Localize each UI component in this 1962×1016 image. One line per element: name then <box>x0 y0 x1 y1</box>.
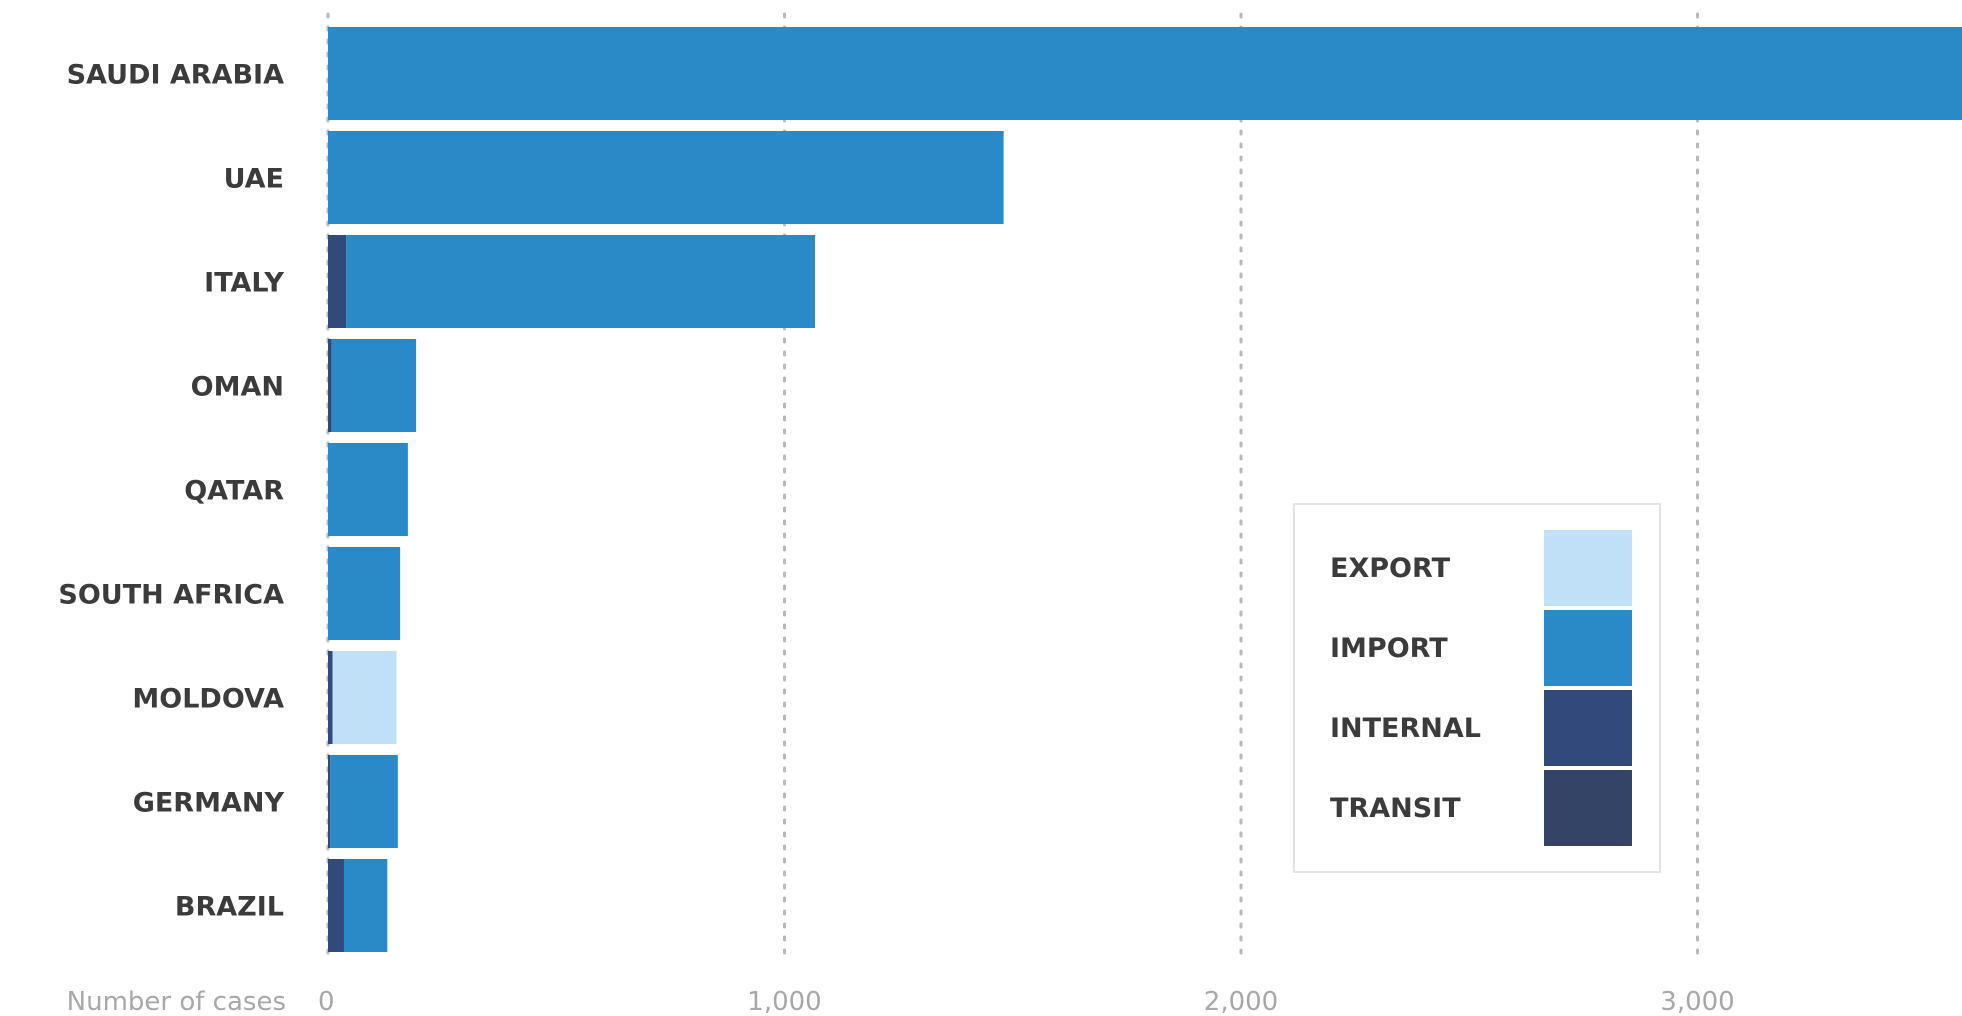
bar-south-africa-import <box>328 547 401 640</box>
category-label-oman: OMAN <box>191 372 284 403</box>
bar-germany-internal <box>328 755 331 848</box>
x-axis-ticks: 0 1,000 2,000 3,000 <box>318 987 1735 1016</box>
bar-brazil-internal <box>328 859 344 952</box>
bar-brazil-import <box>343 859 388 952</box>
x-tick-label-2000: 2,000 <box>1204 987 1278 1016</box>
bar-moldova-internal <box>328 651 333 744</box>
category-label-saudi-arabia: SAUDI ARABIA <box>67 60 285 91</box>
bar-oman-import <box>331 339 417 432</box>
bar-italy-import <box>346 235 816 328</box>
legend-swatch-transit <box>1544 770 1632 846</box>
x-tick-label-3000: 3,000 <box>1660 987 1734 1016</box>
category-label-qatar: QATAR <box>184 476 284 507</box>
legend-label-transit: TRANSIT <box>1330 793 1461 824</box>
legend-label-import: IMPORT <box>1330 633 1448 664</box>
category-label-moldova: MOLDOVA <box>132 684 284 715</box>
bar-moldova-export <box>332 651 397 744</box>
bar-uae-import <box>328 131 1004 224</box>
legend-label-export: EXPORT <box>1330 553 1451 584</box>
category-label-italy: ITALY <box>204 268 284 299</box>
legend-label-internal: INTERNAL <box>1330 713 1481 744</box>
bar-saudi-arabia-import <box>328 27 1962 120</box>
bar-qatar-import <box>328 443 408 536</box>
category-label-uae: UAE <box>224 164 284 195</box>
x-tick-label-0: 0 <box>318 987 335 1016</box>
category-label-south-africa: SOUTH AFRICA <box>58 580 284 611</box>
x-tick-label-1000: 1,000 <box>747 987 821 1016</box>
bar-germany-import <box>330 755 398 848</box>
legend-swatch-export <box>1544 530 1632 606</box>
bars-group <box>328 27 1962 952</box>
bar-italy-internal <box>328 235 347 328</box>
category-label-brazil: BRAZIL <box>175 892 284 923</box>
category-label-germany: GERMANY <box>133 788 285 819</box>
legend: EXPORT IMPORT INTERNAL TRANSIT <box>1293 503 1661 873</box>
category-labels: SAUDI ARABIA UAE ITALY OMAN QATAR SOUTH AFRIC… <box>58 60 284 923</box>
x-axis-title: Number of cases <box>67 987 286 1016</box>
legend-swatch-import <box>1544 610 1632 686</box>
bar-oman-internal <box>328 339 332 432</box>
legend-swatch-internal <box>1544 690 1632 766</box>
